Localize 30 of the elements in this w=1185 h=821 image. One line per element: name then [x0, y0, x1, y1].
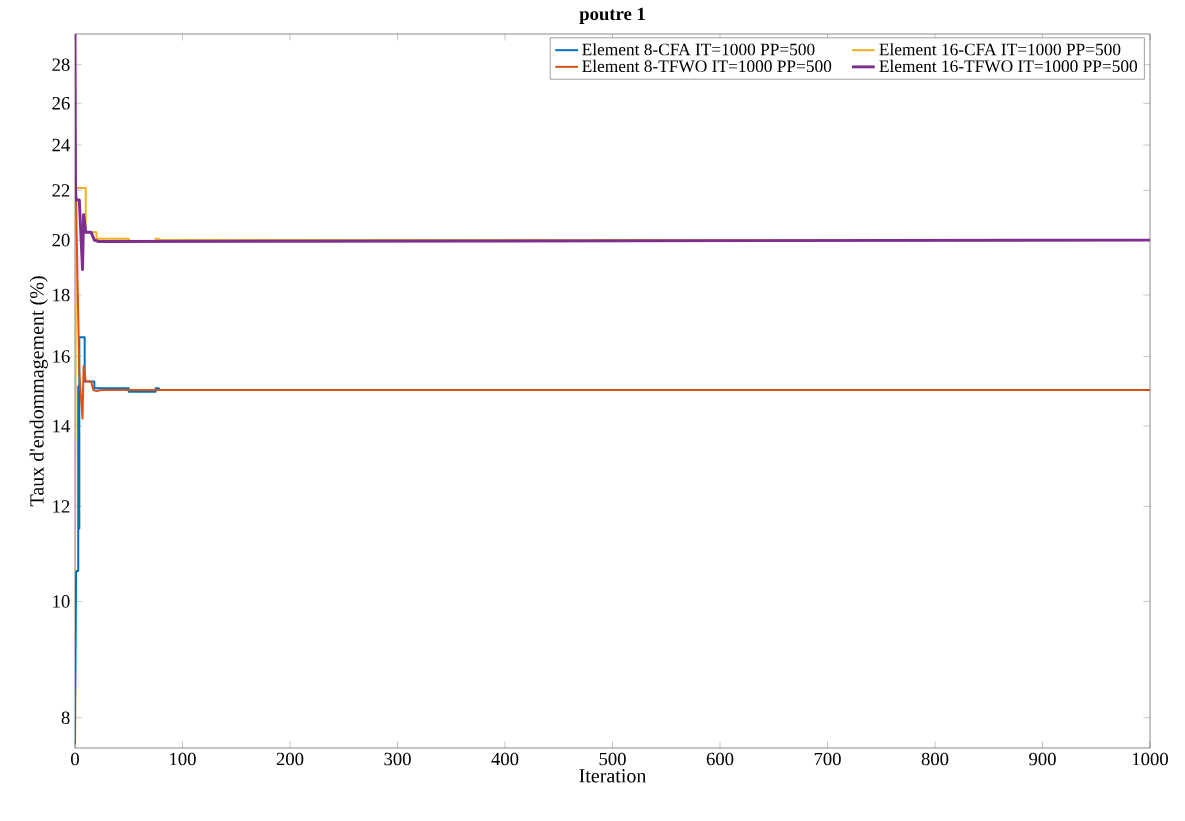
y-tick-label: 26	[52, 97, 70, 110]
x-tick-label: 1000	[1132, 752, 1168, 766]
x-tick-label: 300	[384, 752, 411, 766]
legend-label: Element 16-CFA IT=1000 PP=500	[879, 43, 1121, 56]
x-axis-title: Iteration	[579, 769, 647, 783]
y-tick-label: 18	[53, 288, 70, 302]
line-series	[75, 33, 1151, 272]
legend-label: Element 8-CFA IT=1000 PP=500	[582, 43, 815, 56]
x-tick-label: 0	[71, 752, 79, 766]
y-tick-label: 24	[52, 138, 71, 152]
y-axis-title: Taux d'endommagement (%)	[29, 276, 48, 507]
y-tick-label: 16	[53, 350, 70, 363]
chart-title: poutre 1	[579, 7, 645, 24]
x-tick-label: 200	[276, 752, 304, 766]
y-tick-label: 12	[53, 500, 70, 513]
y-tick-label: 22	[52, 184, 70, 197]
y-tick-label: 10	[53, 595, 70, 608]
x-tick-label: 500	[599, 752, 626, 766]
x-tick-label: 100	[170, 752, 196, 766]
y-tick-label: 8	[61, 711, 70, 725]
legend-label: Element 8-TFWO IT=1000 PP=500	[582, 59, 832, 73]
x-tick-label: 900	[1029, 752, 1056, 766]
x-tick-label: 800	[921, 752, 949, 766]
y-tick-label: 28	[52, 58, 70, 71]
y-tick-label: 20	[52, 233, 70, 247]
x-tick-label: 700	[814, 752, 841, 766]
x-tick-label: 400	[491, 752, 519, 766]
x-tick-label: 600	[706, 752, 734, 766]
legend-label: Element 16-TFWO IT=1000 PP=500	[879, 59, 1138, 73]
y-tick-label: 14	[53, 419, 71, 433]
